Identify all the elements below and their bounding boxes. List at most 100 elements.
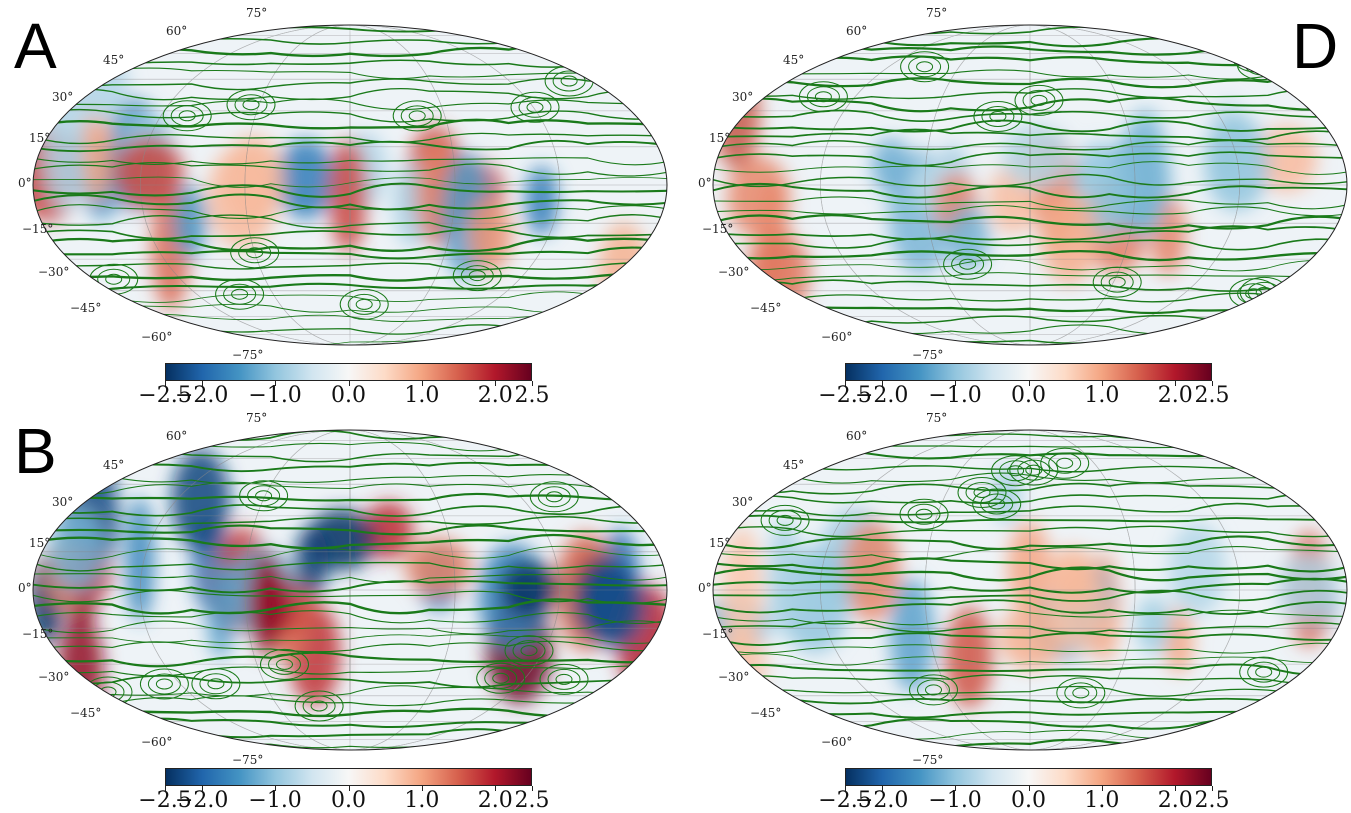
mollweide-map bbox=[712, 429, 1348, 751]
streamline bbox=[33, 193, 667, 211]
latitude-label: −15° bbox=[702, 222, 734, 236]
colorbar-tickmark bbox=[955, 381, 957, 386]
latitude-label: 0° bbox=[18, 581, 32, 595]
streamline bbox=[713, 196, 1347, 210]
colorbar-tick-label: 0.0 bbox=[331, 788, 366, 813]
streamline bbox=[713, 292, 1347, 303]
colorbar-tick-label: 2.0 bbox=[1157, 383, 1193, 408]
eddy-streamline bbox=[1064, 682, 1098, 704]
streamline bbox=[33, 598, 667, 615]
eddy-streamline bbox=[223, 283, 257, 305]
streamline bbox=[33, 685, 667, 698]
eddy-streamline bbox=[1252, 59, 1270, 71]
eddy-streamline bbox=[392, 100, 442, 132]
colorbar-tickmark bbox=[165, 786, 166, 791]
eddy-streamline bbox=[806, 86, 840, 108]
streamline bbox=[713, 514, 1347, 524]
eddy-streamline bbox=[989, 111, 1007, 122]
eddy-streamline bbox=[408, 110, 426, 122]
eddy-streamline bbox=[355, 298, 373, 310]
latitude-label: 75° bbox=[246, 411, 268, 425]
streamline bbox=[33, 118, 667, 130]
latitude-label: −30° bbox=[718, 670, 750, 684]
latitude-label: −60° bbox=[141, 330, 173, 344]
meridian-line bbox=[139, 25, 561, 345]
eddy-streamline bbox=[1244, 54, 1278, 76]
eddy-streamline bbox=[105, 273, 123, 285]
meridian-line bbox=[244, 430, 456, 750]
anomaly-blob bbox=[1048, 546, 1097, 606]
map-outline bbox=[32, 24, 668, 346]
colorbar-tickmark bbox=[495, 786, 497, 791]
eddy-streamline bbox=[981, 106, 1015, 127]
latitude-label: −30° bbox=[38, 265, 70, 279]
colorbar-gradient bbox=[845, 768, 1212, 786]
eddy-streamline bbox=[468, 270, 486, 282]
streamline bbox=[33, 515, 667, 527]
streamline bbox=[713, 546, 1347, 560]
anomaly-blob bbox=[1278, 552, 1338, 624]
colorbar-tick-label: −2.0 bbox=[854, 383, 909, 408]
anomaly-blob bbox=[1136, 596, 1171, 655]
latitude-label: −15° bbox=[702, 627, 734, 641]
streamline bbox=[33, 237, 667, 253]
anomaly-blob bbox=[580, 562, 646, 649]
streamline bbox=[33, 580, 667, 594]
eddy-streamline bbox=[162, 100, 212, 132]
eddy-streamline bbox=[520, 645, 538, 657]
streamline bbox=[713, 272, 1347, 281]
mollweide-map bbox=[712, 24, 1348, 346]
colorbar-gradient bbox=[845, 363, 1212, 381]
eddy-streamline bbox=[776, 514, 794, 526]
colorbar-tickmark bbox=[201, 786, 203, 791]
colorbar-tickmark bbox=[495, 381, 497, 386]
colorbar-tick-label: 1.0 bbox=[1084, 788, 1120, 813]
streamline bbox=[713, 237, 1347, 251]
eddy-streamline bbox=[97, 268, 131, 290]
eddy-streamline bbox=[199, 673, 233, 695]
streamline bbox=[33, 640, 667, 653]
eddy-streamline bbox=[957, 477, 1007, 508]
streamline bbox=[33, 620, 667, 635]
streamline bbox=[713, 182, 1347, 199]
streamline bbox=[33, 589, 667, 605]
meridian-line bbox=[1029, 430, 1031, 750]
streamline bbox=[33, 291, 667, 303]
eddy-streamline bbox=[814, 91, 832, 103]
streamline bbox=[33, 695, 667, 707]
map-panel-d: 75° 60° 45° 30° 15° 0° −15° −30° −45° −60° −75° D −2… bbox=[680, 0, 1351, 408]
eddy-streamline bbox=[492, 672, 510, 684]
streamline bbox=[33, 524, 667, 536]
anomaly-blob bbox=[173, 185, 208, 259]
map-outline bbox=[712, 24, 1348, 346]
colorbar-tick-label: 2.0 bbox=[477, 788, 513, 813]
meridian-line bbox=[349, 430, 351, 750]
colorbar-tick-label: −1.0 bbox=[248, 788, 302, 813]
streamline bbox=[33, 573, 667, 583]
eddy-streamline bbox=[973, 101, 1023, 132]
streamline bbox=[713, 259, 1347, 272]
eddy-streamline bbox=[951, 253, 985, 275]
streamline bbox=[713, 502, 1347, 517]
latitude-label: 60° bbox=[166, 24, 188, 38]
streamline bbox=[713, 599, 1347, 616]
colorbar-tickmark bbox=[532, 786, 533, 791]
map-panel-a: 75° 60° 45° 30° 15° 0° −15° −30° −45° −60° −75° A −2… bbox=[0, 0, 672, 408]
map-outline bbox=[32, 429, 668, 751]
anomaly-blob bbox=[171, 448, 230, 552]
eddy-streamline bbox=[526, 101, 544, 113]
streamline bbox=[713, 139, 1347, 151]
colorbar-gradient bbox=[165, 363, 532, 381]
colorbar-tickmark bbox=[165, 381, 166, 386]
anomaly-blob bbox=[1121, 109, 1169, 237]
streamline bbox=[713, 279, 1347, 294]
anomaly-blob bbox=[206, 559, 235, 659]
eddy-streamline bbox=[460, 265, 494, 287]
latitude-label: 15° bbox=[29, 536, 51, 550]
streamline bbox=[33, 262, 667, 271]
latitude-label: 30° bbox=[732, 90, 754, 104]
streamline bbox=[713, 119, 1347, 133]
eddy-streamline bbox=[1048, 452, 1082, 474]
streamline bbox=[713, 161, 1347, 175]
panel-letter: A bbox=[14, 10, 57, 82]
